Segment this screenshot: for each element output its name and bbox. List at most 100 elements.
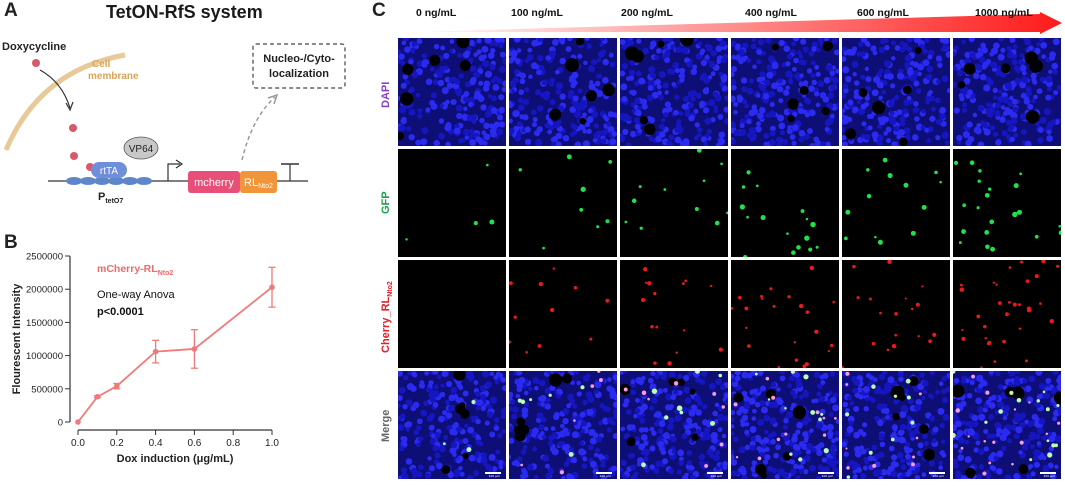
mcherry-gene (188, 171, 240, 193)
promoter-label: PtetO7 (98, 191, 123, 205)
concentration-label: 400 ng/mL (745, 7, 797, 19)
channel-label-text: Merge (380, 409, 392, 442)
y-tick-label: 2500000 (26, 252, 63, 263)
concentration-label: 1000 ng/mL (975, 7, 1033, 19)
localization-box (252, 43, 346, 89)
dox-entry-arrow (39, 69, 71, 109)
panel-c-letter: C (372, 0, 386, 21)
micrograph-cherry-rl-3 (731, 260, 839, 368)
data-point (114, 383, 120, 389)
localization-arrowhead (267, 93, 279, 105)
intensity-line-chart: 0 500000 1000000 1500000 2000000 2500000 0.0 0… (11, 252, 279, 466)
scale-bar (485, 472, 501, 474)
panel-b-letter: B (4, 232, 18, 253)
scale-bar (596, 472, 612, 474)
channel-label-sub: Nto2 (387, 280, 395, 297)
concentration-label: 0 ng/mL (416, 7, 457, 19)
tss-arrow (167, 163, 180, 181)
tss-arrowhead (175, 159, 184, 169)
y-tick-label: 1500000 (26, 318, 63, 329)
rttA-protein (91, 162, 127, 178)
dox-entry-arrowhead (65, 101, 74, 112)
concentration-label: 100 ng/mL (511, 7, 563, 19)
scale-bar-label: 100 μm (1043, 474, 1055, 478)
scale-bar (1040, 472, 1056, 474)
x-tick-label: 0.6 (187, 438, 201, 449)
x-tick-label: 1.0 (265, 438, 279, 449)
data-point (152, 348, 159, 355)
x-tick-label: 0.4 (149, 438, 163, 449)
panel-a-title: TetON-RfS system (106, 2, 263, 22)
micrograph-merge-5: 100 μm (953, 371, 1061, 479)
micrograph-cherry-rl-1 (509, 260, 617, 368)
dox-molecule (32, 59, 40, 67)
concentration-label: 600 ng/mL (857, 7, 909, 19)
channel-label: DAPI (380, 82, 392, 108)
data-point (94, 393, 101, 400)
micrograph-dapi-5 (953, 38, 1061, 146)
localization-label-2: localization (269, 68, 329, 80)
localization-arrow (241, 96, 276, 161)
series-label: mCherry-RLNto2 (97, 263, 174, 278)
dox-molecule (70, 152, 78, 160)
channel-label: Merge (380, 409, 392, 441)
scale-bar (818, 472, 834, 474)
micrograph-merge-2: 100 μm (620, 371, 728, 479)
scale-bar (707, 472, 723, 474)
mcherry-label: mcherry (194, 177, 234, 189)
p-value: p<0.0001 (97, 306, 144, 318)
teto7-operator (66, 177, 152, 185)
micrograph-dapi-2 (620, 38, 728, 146)
cell-membrane-label-1: Cell (92, 59, 111, 70)
rl-label: RLNto2 (244, 177, 273, 190)
micrograph-gfp-3 (731, 149, 839, 257)
doxycycline-label: Doxycycline (2, 41, 66, 53)
scale-bar-label: 100 μm (599, 474, 611, 478)
y-tick-label: 500000 (31, 384, 63, 395)
channel-label-text: GFP (380, 190, 392, 214)
micrograph-dapi-4 (842, 38, 950, 146)
test-label: One-way Anova (97, 289, 175, 301)
x-tick-label: 0.0 (71, 438, 85, 449)
data-point (191, 346, 198, 352)
scale-bar-label: 100 μm (821, 474, 833, 478)
channel-label: Cherry_RLNto2 (380, 281, 394, 353)
cell-membrane-label-2: membrane (88, 71, 139, 82)
y-tick-label: 2000000 (26, 285, 63, 296)
micrograph-cherry-rl-0 (398, 260, 506, 368)
micrograph-cherry-rl-5 (953, 260, 1061, 368)
micrograph-dapi-3 (731, 38, 839, 146)
data-point (75, 419, 81, 425)
micrograph-merge-3: 100 μm (731, 371, 839, 479)
micrograph-cherry-rl-4 (842, 260, 950, 368)
x-axis: 0.0 0.2 0.4 0.6 0.8 1.0 (71, 429, 279, 449)
y-tick-label: 0 (58, 418, 63, 429)
series-mcherry-rl (75, 266, 276, 425)
panel-a-letter: A (4, 0, 18, 21)
y-axis-label: Flourescent Intensity (11, 283, 23, 395)
microscopy-grid: 100 μm 100 μm 100 μm 100 μm 100 μm 100 μm (398, 38, 1064, 480)
micrograph-dapi-0 (398, 38, 506, 146)
micrograph-gfp-2 (620, 149, 728, 257)
channel-label: GFP (380, 191, 392, 214)
vp64-label: VP64 (129, 144, 154, 155)
data-point (269, 284, 275, 291)
series-line (77, 286, 273, 423)
localization-label-1: Nucleo-/Cyto- (263, 53, 335, 65)
cell-membrane (3, 52, 126, 151)
scale-bar-label: 100 μm (710, 474, 722, 478)
micrograph-gfp-5 (953, 149, 1061, 257)
rl-gene (240, 171, 277, 193)
scale-bar (929, 472, 945, 474)
dox-molecule (69, 124, 77, 132)
scale-bar-label: 100 μm (932, 474, 944, 478)
scale-bar-label: 100 μm (488, 474, 500, 478)
y-tick-label: 1000000 (26, 351, 63, 362)
rttA-label: rtTA (100, 166, 118, 177)
dox-gradient-arrow (412, 12, 1062, 34)
micrograph-gfp-1 (509, 149, 617, 257)
channel-label-text: DAPI (380, 81, 392, 108)
micrograph-merge-0: 100 μm (398, 371, 506, 479)
x-axis-label: Dox induction (μg/mL) (117, 453, 234, 465)
channel-label-text: Cherry_RL (380, 296, 392, 353)
